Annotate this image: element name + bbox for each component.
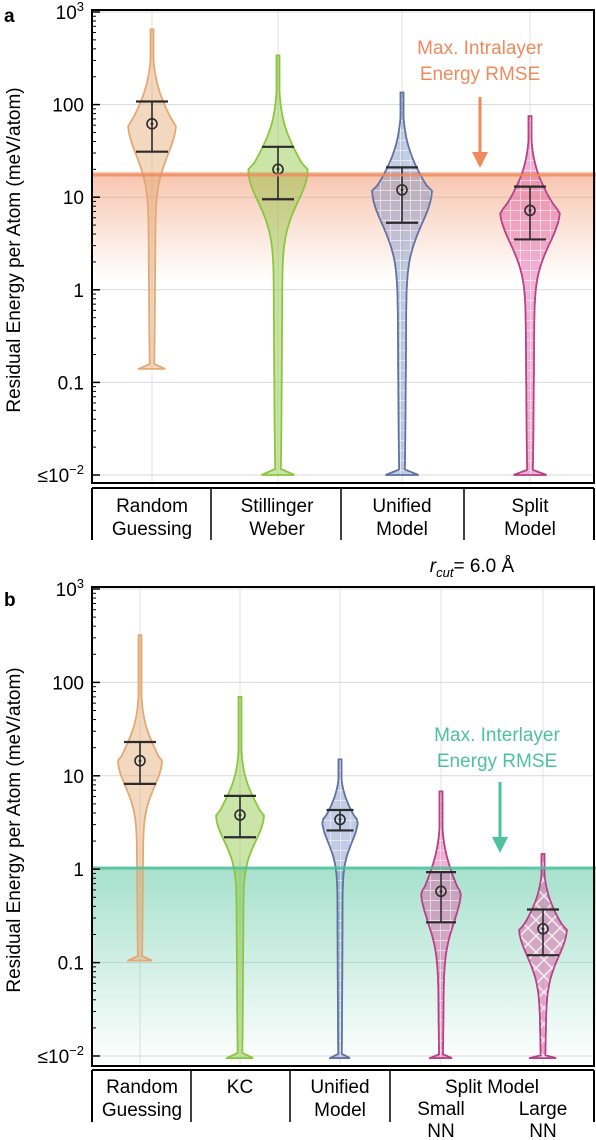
mean-marker xyxy=(435,885,447,898)
mean-marker xyxy=(524,204,536,217)
mean-marker xyxy=(537,923,549,935)
panel-a-letter: a xyxy=(4,6,15,27)
panel-a-y-axis-label: Residual Energy per Atom (meV/atom) xyxy=(4,87,25,412)
violin-outline xyxy=(321,758,359,1060)
panel-a-threshold-label-line2: Energy RMSE xyxy=(420,64,540,85)
mean-marker-dot xyxy=(276,167,280,171)
violin-body xyxy=(117,634,163,962)
panel-b: 103 100 10 1 0.1 ≤10−2 b Residual Energy per … xyxy=(4,576,596,1140)
mean-marker-dot xyxy=(138,759,142,763)
panel-b-x-axis xyxy=(91,1069,595,1122)
panel-b-y-axis: 103 100 10 1 0.1 ≤10−2 xyxy=(38,576,100,1068)
mean-marker xyxy=(234,809,246,821)
y-tick-label: 10 xyxy=(63,188,84,209)
panel-a-x-axis xyxy=(91,487,595,540)
panel-a-threshold-label-line1: Max. Intralayer xyxy=(417,38,543,59)
y-tick-label: 103 xyxy=(56,0,84,24)
panel-b-category-label-4b: NN xyxy=(427,1121,454,1140)
mean-marker-dot xyxy=(528,209,532,212)
violin-outline xyxy=(420,790,462,1060)
panel-a-threshold-arrowhead xyxy=(472,152,488,168)
violin-outline xyxy=(371,91,433,476)
violin-1 xyxy=(127,28,177,371)
y-tick-label: 100 xyxy=(52,96,84,117)
violin-4 xyxy=(420,790,462,1060)
mean-marker-dot xyxy=(338,818,342,821)
panel-a-category-label-1b: Guessing xyxy=(112,519,192,540)
panel-b-category-label-5a: Large xyxy=(519,1099,568,1120)
panel-b-plot-frame xyxy=(91,586,595,1067)
panel-a-y-axis: 103 100 10 1 0.1 ≤10−2 xyxy=(38,0,100,487)
mean-marker xyxy=(146,118,158,130)
panel-b-category-label-5b: NN xyxy=(529,1121,556,1140)
violin-body xyxy=(215,696,265,1060)
panel-a: 103 100 10 1 0.1 ≤10−2 a Residual Energy per … xyxy=(4,0,596,580)
y-tick-label: ≤10−2 xyxy=(38,462,84,487)
mean-marker-dot xyxy=(238,813,242,817)
violin-1 xyxy=(117,634,163,962)
panel-a-violins xyxy=(127,28,561,476)
panel-b-threshold-label-line1: Max. Interlayer xyxy=(434,725,560,746)
violin-outline xyxy=(518,853,568,1060)
panel-b-category-label-4a: Small xyxy=(417,1099,465,1120)
panel-b-category-label-1b: Guessing xyxy=(102,1100,182,1121)
violin-pattern xyxy=(421,791,461,1059)
mean-marker-dot xyxy=(439,889,443,893)
violin-body xyxy=(247,54,309,476)
mean-marker-dot xyxy=(150,122,154,126)
violin-2 xyxy=(247,54,309,476)
panel-b-threshold-arrowhead xyxy=(492,837,508,853)
mean-marker xyxy=(334,813,346,826)
y-tick-label: 1 xyxy=(73,860,84,881)
mean-marker-dot xyxy=(400,188,404,192)
panel-a-category-label-2b: Weber xyxy=(249,519,305,540)
violin-outline xyxy=(499,115,561,476)
panel-b-category-label-1a: Random xyxy=(106,1077,178,1098)
panel-a-category-label-3a: Unified xyxy=(372,496,431,517)
panel-b-threshold-label-line2: Energy RMSE xyxy=(437,751,557,772)
y-tick-label: 100 xyxy=(52,673,84,694)
violin-pattern xyxy=(372,92,432,475)
panel-a-rcut-annotation: rcut= 6.0 Å xyxy=(430,556,515,580)
violin-3 xyxy=(371,91,433,476)
panel-b-group-label: Split Model xyxy=(445,1077,539,1098)
violin-2 xyxy=(215,696,265,1060)
panel-b-category-label-3b: Model xyxy=(314,1100,366,1121)
mean-marker xyxy=(396,184,408,196)
violin-5 xyxy=(518,853,568,1060)
y-tick-label: 0.1 xyxy=(58,954,84,975)
panel-b-category-label-3a: Unified xyxy=(310,1077,369,1098)
violin-pattern xyxy=(500,116,560,475)
violin-4 xyxy=(499,115,561,476)
panel-a-category-label-4b: Model xyxy=(504,519,556,540)
violin-body xyxy=(127,28,177,371)
panel-a-category-label-4a: Split xyxy=(512,496,550,517)
y-tick-label: 1 xyxy=(73,281,84,302)
panel-a-category-label-1a: Random xyxy=(116,496,188,517)
mean-marker xyxy=(134,754,146,767)
panel-a-category-label-2a: Stillinger xyxy=(241,496,315,517)
y-tick-label: ≤10−2 xyxy=(38,1043,84,1068)
panel-b-y-axis-label: Residual Energy per Atom (meV/atom) xyxy=(4,667,25,992)
panel-b-violins xyxy=(117,634,568,1060)
mean-marker-dot xyxy=(541,927,545,931)
panel-b-category-label-2: KC xyxy=(227,1077,253,1098)
panel-a-plot-frame xyxy=(91,9,595,484)
panel-a-category-label-3b: Model xyxy=(376,519,428,540)
panel-b-letter: b xyxy=(4,590,16,611)
violin-pattern xyxy=(322,759,358,1059)
y-tick-label: 10 xyxy=(63,767,84,788)
y-tick-label: 103 xyxy=(56,576,84,601)
violin-3 xyxy=(321,758,359,1060)
y-tick-label: 0.1 xyxy=(58,373,84,394)
panel-b-threshold-band xyxy=(92,867,596,1066)
